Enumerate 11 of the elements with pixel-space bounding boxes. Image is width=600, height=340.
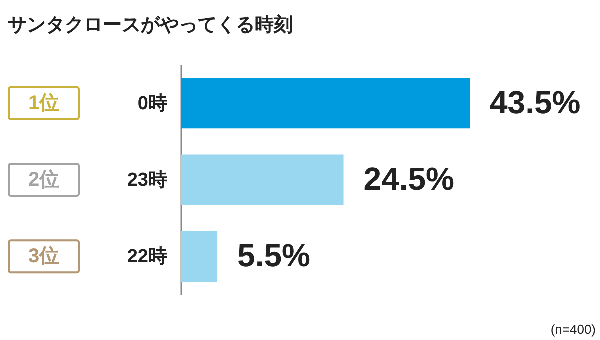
- y-tick-label: 23時: [127, 169, 168, 191]
- chart-title: サンタクロースがやってくる時刻: [8, 14, 293, 36]
- y-tick-label: 0時: [138, 92, 168, 114]
- text: 1位: [28, 92, 60, 114]
- text: 2位: [28, 169, 60, 191]
- text: (n=400): [550, 322, 596, 337]
- data-label: 24.5%: [364, 161, 455, 197]
- data-label: 43.5%: [490, 84, 581, 120]
- y-tick-label: 22時: [127, 246, 168, 268]
- text: 3位: [28, 246, 60, 268]
- data-label: 5.5%: [238, 238, 310, 274]
